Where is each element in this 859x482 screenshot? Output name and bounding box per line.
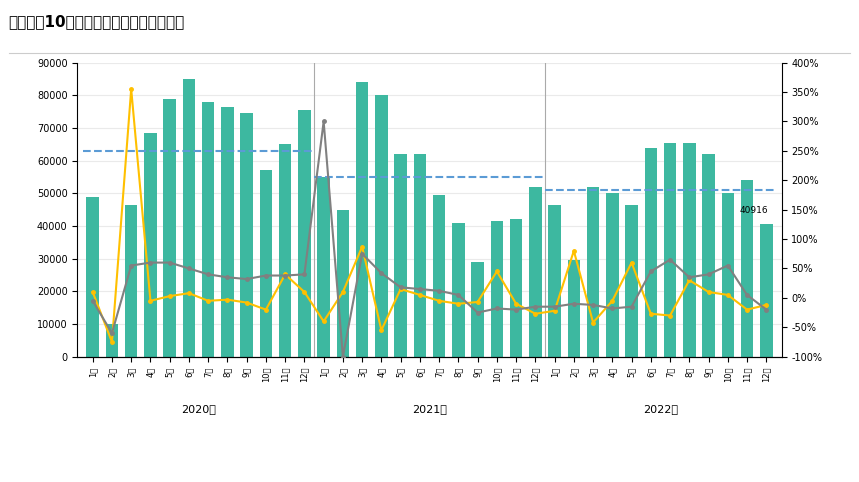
Bar [259,171,272,357]
Bar [337,210,349,357]
Bar [414,154,426,357]
Bar [394,154,407,357]
Bar [202,102,215,357]
Bar [548,205,561,357]
Bar [664,143,676,357]
Bar [490,221,503,357]
Bar [644,147,657,357]
Bar [279,144,291,357]
Bar [317,177,330,357]
Bar [221,107,234,357]
Bar [452,223,465,357]
Text: 2022年: 2022年 [643,404,678,414]
Bar [510,219,522,357]
Text: 2021年: 2021年 [412,404,447,414]
Bar [587,187,600,357]
Bar [472,262,484,357]
Text: 图：重点10城二手住宅月度成交情况走势: 图：重点10城二手住宅月度成交情况走势 [9,14,185,29]
Bar [529,187,542,357]
Bar [433,195,445,357]
Bar [183,79,195,357]
Bar [241,113,253,357]
Bar [760,224,772,357]
Bar [375,95,387,357]
Bar [568,260,580,357]
Text: 40916: 40916 [740,206,768,215]
Bar [163,99,176,357]
Bar [298,110,311,357]
Bar [356,82,369,357]
Bar [144,133,156,357]
Bar [106,324,119,357]
Bar [125,205,137,357]
Bar [740,180,753,357]
Text: 2020年: 2020年 [181,404,216,414]
Bar [683,143,696,357]
Bar [87,197,99,357]
Bar [722,193,734,357]
Bar [606,193,618,357]
Bar [703,154,715,357]
Bar [625,205,638,357]
